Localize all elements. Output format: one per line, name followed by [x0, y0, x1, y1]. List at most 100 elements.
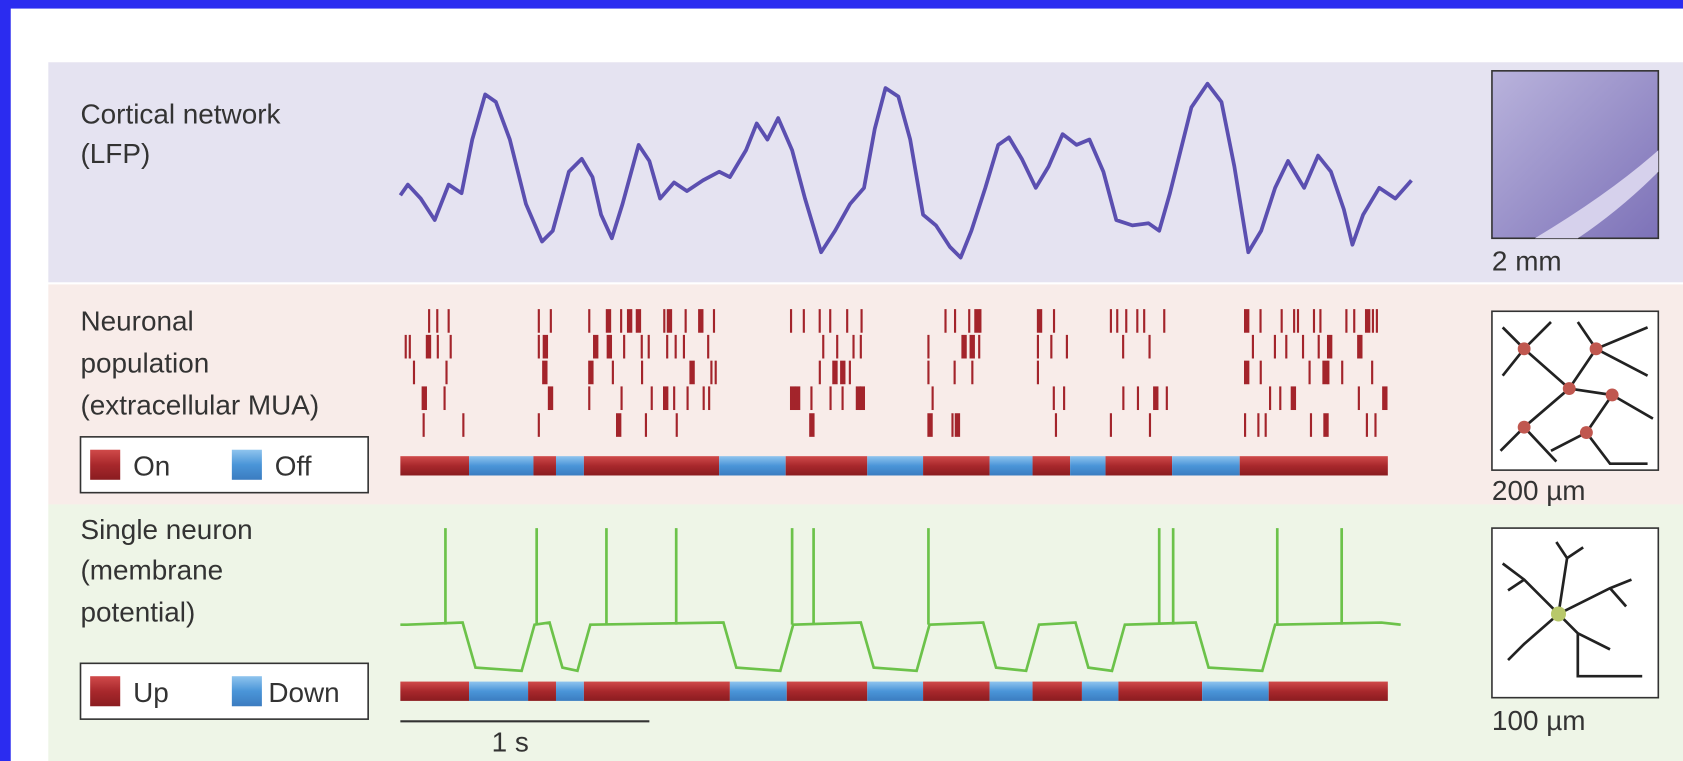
panel-label: Neuronal [81, 306, 194, 337]
spike [1244, 309, 1249, 333]
state-segment [786, 456, 868, 475]
spike [819, 309, 821, 333]
spike [1310, 413, 1312, 437]
spike [1313, 309, 1315, 333]
state-segment [1202, 682, 1269, 701]
spike [979, 309, 981, 333]
spike [1110, 413, 1112, 437]
spike [1376, 309, 1378, 333]
state-segment [469, 456, 533, 475]
spike [450, 335, 452, 359]
spike [707, 335, 709, 359]
spike [607, 335, 612, 359]
spike [927, 335, 929, 359]
spike [1345, 309, 1347, 333]
spike [1136, 309, 1138, 333]
spike [1122, 335, 1124, 359]
spike [1297, 309, 1299, 333]
spike [1291, 386, 1296, 410]
spike [1319, 309, 1321, 333]
state-segment [923, 456, 990, 475]
panel-label: Cortical network [81, 98, 281, 129]
spike [1244, 413, 1246, 437]
spike [687, 386, 689, 410]
spike [1066, 335, 1068, 359]
scale-label: 200 µm [1492, 475, 1586, 506]
spike [1353, 309, 1355, 333]
spike [1037, 309, 1042, 333]
spike [675, 335, 677, 359]
legend-swatch [90, 676, 120, 706]
state-segment [1118, 682, 1202, 701]
spike [1357, 335, 1362, 359]
spike [1365, 309, 1370, 333]
spike [1372, 309, 1374, 333]
spike [1116, 309, 1118, 333]
spike [436, 309, 438, 333]
legend-label: Down [268, 677, 339, 708]
spike [651, 386, 653, 410]
spike [1063, 386, 1065, 410]
spike [698, 309, 703, 333]
spike [636, 309, 641, 333]
spike [437, 335, 439, 359]
spike [448, 309, 450, 333]
spike [849, 361, 851, 385]
spike [593, 335, 598, 359]
spike [1053, 309, 1055, 333]
spike [606, 309, 611, 333]
spike [627, 309, 632, 333]
spike [832, 361, 837, 385]
spike [790, 309, 792, 333]
spike [648, 335, 650, 359]
spike [426, 335, 431, 359]
spike [641, 361, 643, 385]
spike [829, 309, 831, 333]
spike [409, 335, 411, 359]
spike [829, 386, 831, 410]
spike [1371, 361, 1373, 385]
spike [1327, 361, 1329, 385]
spike [1293, 309, 1295, 333]
spike [1269, 386, 1271, 410]
state-segment [469, 682, 528, 701]
spike [612, 361, 614, 385]
spike [1244, 361, 1249, 385]
spike [666, 335, 668, 359]
spike [968, 309, 970, 333]
state-segment [730, 682, 787, 701]
spike [1374, 413, 1376, 437]
spike [1323, 413, 1328, 437]
spike [944, 309, 946, 333]
spike [715, 361, 717, 385]
spike [588, 309, 590, 333]
spike [1382, 386, 1387, 410]
spike [713, 309, 715, 333]
spike [1055, 413, 1057, 437]
state-segment [1033, 682, 1082, 701]
state-segment [533, 456, 556, 475]
state-segment [1082, 682, 1118, 701]
spike [1358, 386, 1360, 410]
spike [1285, 335, 1287, 359]
spike [1274, 335, 1276, 359]
spike [1148, 335, 1150, 359]
spike [538, 413, 540, 437]
state-segment [787, 682, 868, 701]
spike [1252, 335, 1254, 359]
state-segment [1070, 456, 1105, 475]
spike [538, 335, 540, 359]
spike [1259, 309, 1261, 333]
spike [445, 361, 447, 385]
spike [689, 361, 694, 385]
spike [683, 335, 685, 359]
spike [623, 335, 625, 359]
spike [974, 309, 979, 333]
state-segment [1172, 456, 1240, 475]
spike [616, 413, 621, 437]
spike [927, 361, 929, 385]
spike [538, 309, 540, 333]
spike [543, 335, 548, 359]
state-segment [584, 456, 719, 475]
spike [846, 309, 848, 333]
